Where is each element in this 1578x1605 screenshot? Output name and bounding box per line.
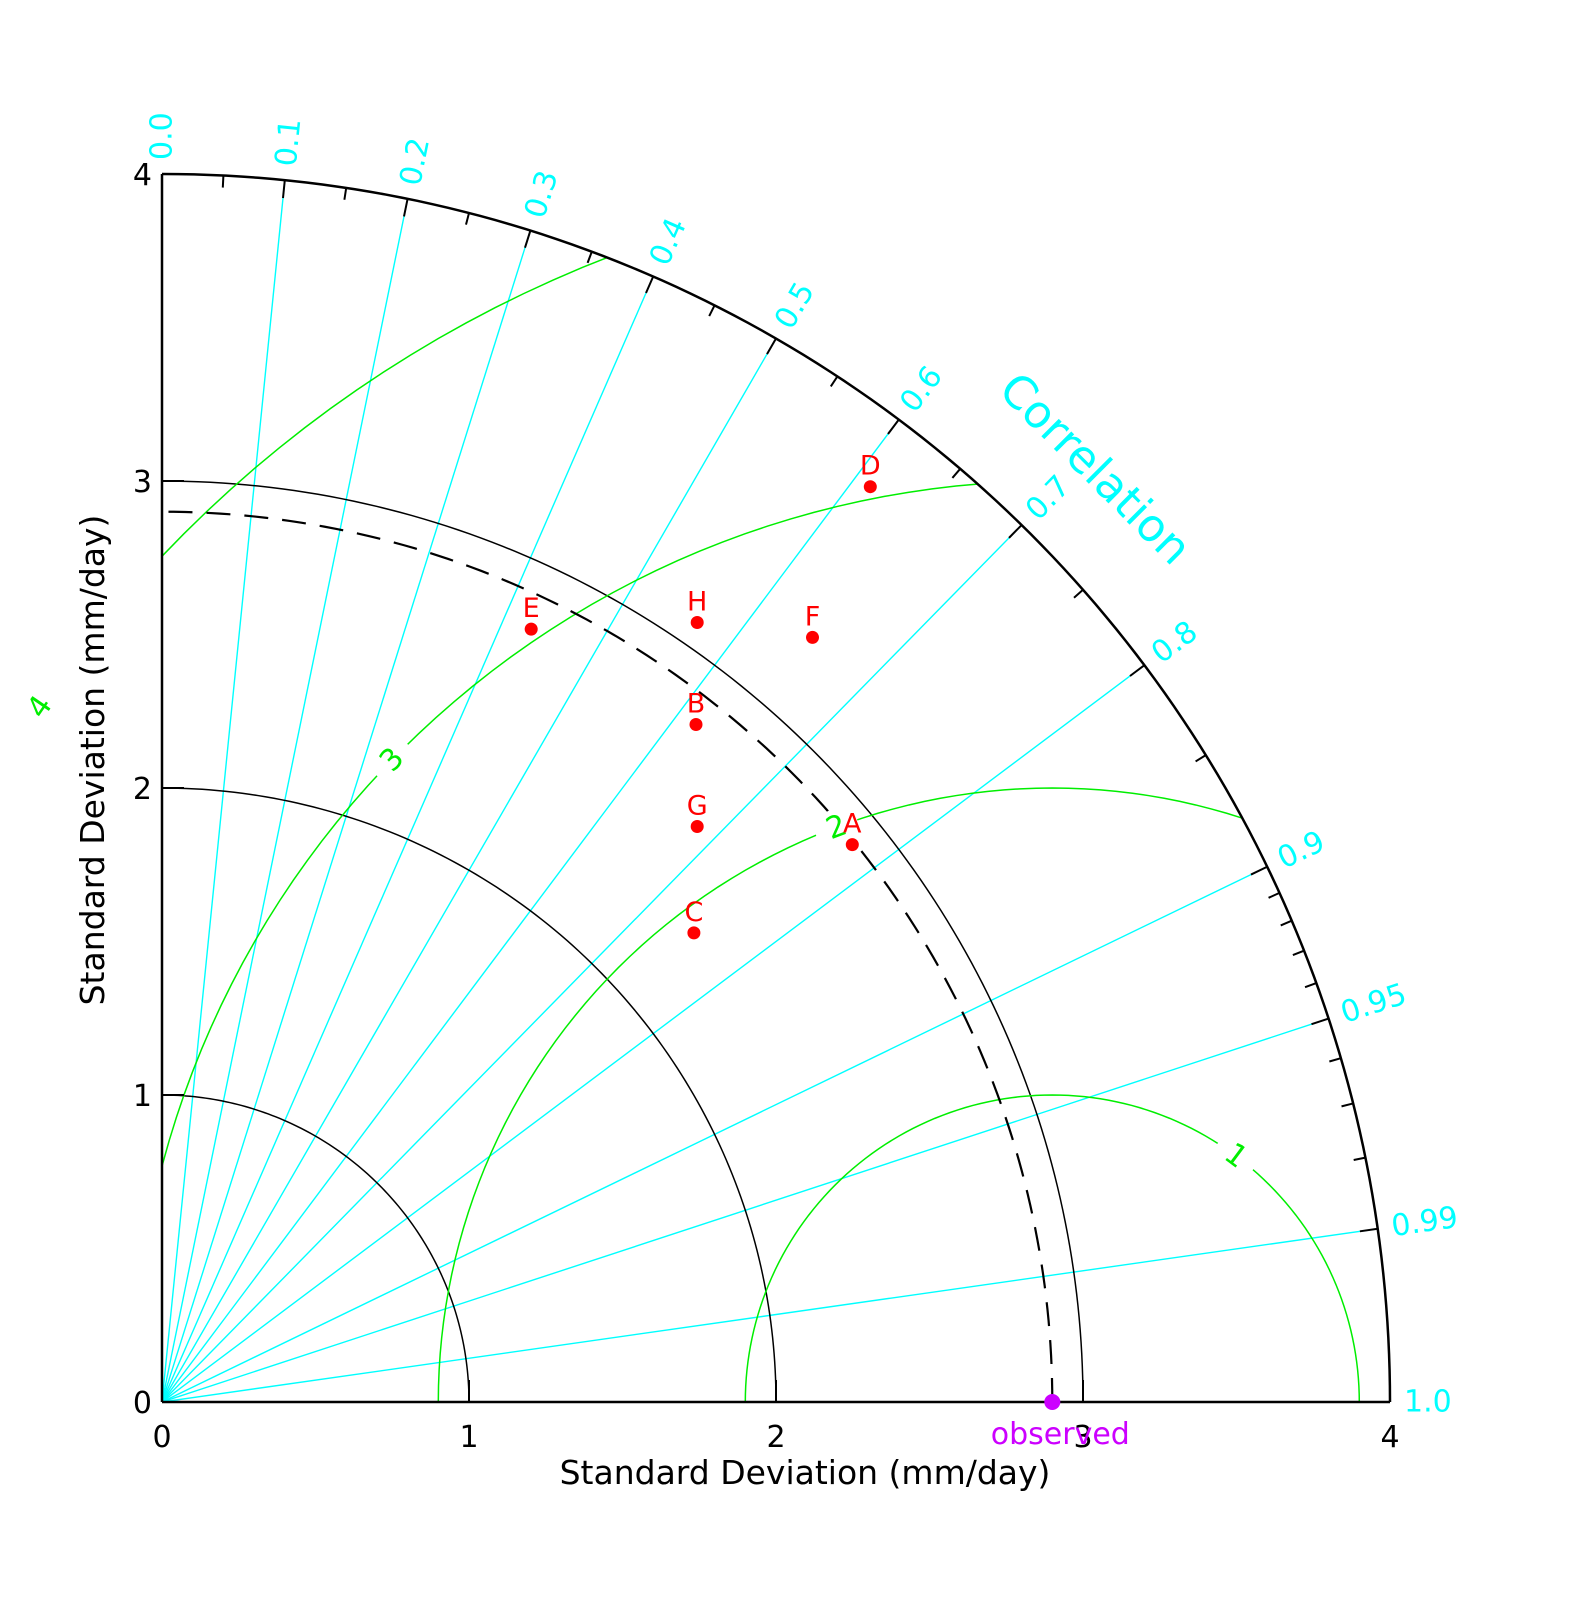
correlation-tick — [282, 180, 286, 199]
model-point-marker — [687, 926, 701, 940]
plot-frame — [160, 172, 1392, 1404]
correlation-tick — [829, 375, 839, 387]
correlation-tick-label: 1.0 — [1404, 1385, 1452, 1420]
correlation-tick — [1359, 1227, 1378, 1233]
reference-std-arc — [161, 510, 1054, 1403]
y-tick-label: 3 — [133, 465, 152, 500]
model-point-label: A — [843, 809, 862, 840]
correlation-tick — [708, 304, 716, 317]
model-point-label: C — [684, 897, 703, 928]
x-tick-label: 1 — [459, 1420, 478, 1455]
rms-contours — [162, 174, 1390, 1402]
x-tick-label: 0 — [152, 1420, 171, 1455]
rms-contour — [437, 787, 1390, 1402]
rms-contour — [162, 480, 1390, 1402]
correlation-tick-label: 0.9 — [1272, 824, 1330, 876]
std-axis-ticks: 00 1 1 2 2 3 3 4 4 — [133, 158, 1400, 1455]
correlation-tick — [645, 276, 655, 294]
correlation-tick-label: 0.1 — [269, 117, 309, 168]
correlation-tick — [951, 468, 961, 479]
model-point-marker — [845, 838, 859, 852]
reference-std-arc-line — [161, 510, 1054, 1403]
correlation-tick — [465, 212, 470, 225]
correlation-tick-label: 0.95 — [1336, 977, 1410, 1031]
outer-arc — [161, 172, 1392, 1403]
correlation-tick — [887, 419, 900, 435]
correlation-tick-label: 0.2 — [393, 135, 437, 189]
correlation-tick — [586, 251, 593, 264]
correlation-tick — [1292, 949, 1305, 956]
correlation-tick — [1341, 1102, 1354, 1108]
model-point-label: E — [523, 593, 540, 624]
correlation-tick — [1195, 754, 1207, 763]
y-axis-label: Standard Deviation (mm/day) — [73, 515, 112, 1006]
correlation-tick — [1304, 982, 1317, 989]
observed-label: observed — [991, 1417, 1130, 1452]
correlation-tick — [1329, 1057, 1342, 1063]
model-point-marker — [690, 616, 704, 629]
correlation-tick-label: 0.3 — [518, 166, 566, 222]
correlation-tick — [766, 338, 777, 355]
rms-label-bg — [1207, 1128, 1265, 1184]
y-tick-label: 0 — [133, 1386, 152, 1421]
correlation-tick-label: 0.99 — [1389, 1200, 1460, 1244]
y-tick-label: 4 — [133, 158, 152, 193]
correlation-tick-label: 0.6 — [893, 360, 950, 419]
observed-marker — [1044, 1394, 1061, 1410]
rms-contour — [162, 174, 1390, 1402]
rms-contour — [744, 1094, 1361, 1402]
x-axis-label: Standard Deviation (mm/day) — [560, 1453, 1051, 1492]
rms-label-bg — [12, 678, 68, 736]
correlation-tick-label: 0.5 — [768, 276, 822, 335]
model-point-marker — [690, 820, 704, 833]
correlation-tick — [403, 198, 409, 217]
correlation-tick — [1311, 1017, 1329, 1026]
correlation-tick — [221, 175, 225, 188]
x-tick-label: 3 — [1073, 1420, 1092, 1455]
std-arc — [161, 787, 777, 1403]
std-arc — [161, 1094, 470, 1403]
model-point-label: B — [687, 689, 706, 720]
x-tick-label: 2 — [766, 1420, 785, 1455]
model-point-label: H — [687, 587, 707, 618]
correlation-tick-label: 0.4 — [643, 213, 694, 271]
x-tick-label: 4 — [1380, 1420, 1399, 1455]
correlation-ticks — [161, 174, 1390, 1403]
correlation-tick — [1008, 524, 1023, 539]
model-point-label: F — [805, 601, 821, 632]
correlation-tick — [1129, 664, 1146, 677]
rms-label-bg — [363, 731, 421, 789]
model-point-marker — [524, 622, 538, 636]
y-tick-label: 1 — [133, 1079, 152, 1114]
std-arcs — [161, 480, 1084, 1403]
model-point-label: D — [860, 451, 881, 482]
correlation-axis-title: Correlation — [989, 362, 1202, 575]
model-point-marker — [806, 630, 819, 644]
y-tick-label: 2 — [133, 772, 152, 807]
correlation-tick — [1353, 1156, 1366, 1161]
correlation-tick-label: 0.8 — [1145, 614, 1204, 671]
correlation-tick — [343, 187, 348, 200]
correlation-tick — [1268, 891, 1280, 899]
model-point-marker — [689, 718, 703, 731]
observed-reference: observed — [991, 1394, 1130, 1452]
correlation-tick — [1250, 865, 1268, 876]
model-points: A B C D E F G H — [523, 451, 881, 940]
std-arc — [161, 480, 1084, 1403]
correlation-tick — [1073, 589, 1084, 599]
correlation-tick-label: 0.0 — [145, 112, 180, 160]
model-point-label: G — [687, 791, 708, 822]
correlation-tick — [1280, 919, 1293, 927]
correlation-lines — [161, 180, 1378, 1403]
correlation-tick — [524, 230, 532, 249]
model-point-marker — [863, 480, 877, 494]
